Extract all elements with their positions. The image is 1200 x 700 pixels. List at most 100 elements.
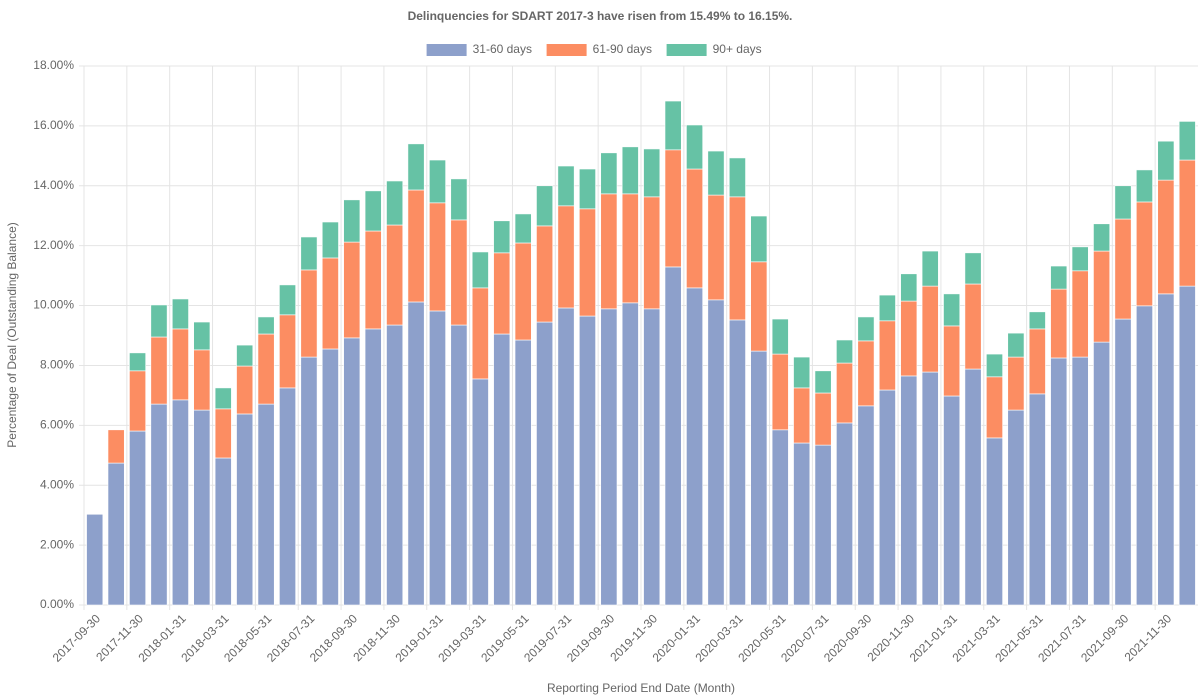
y-tick-label: 12.00% (33, 238, 74, 252)
bar-segment (664, 266, 682, 606)
bar-segment (107, 462, 125, 606)
bar-segment (450, 324, 468, 606)
bar-segment (1071, 246, 1089, 272)
bar-segment (129, 370, 146, 432)
bar-segment (1071, 356, 1089, 606)
bar-segment (1114, 185, 1132, 220)
bar-segment (321, 348, 339, 606)
bar-segment (986, 376, 1003, 439)
bar-segment (407, 301, 425, 606)
bar-segment (107, 429, 125, 464)
bar-segment (429, 159, 446, 204)
bar-segment (986, 353, 1003, 378)
bar-segment (814, 392, 832, 446)
bar-segment (1007, 409, 1025, 606)
bar-segment (1050, 288, 1068, 359)
bar-segment (557, 165, 575, 207)
bar-segment (986, 437, 1003, 606)
bar-segment (193, 321, 211, 351)
y-tick-label: 6.00% (40, 418, 74, 432)
bar-segment (1157, 140, 1175, 181)
bar-segment (514, 242, 532, 341)
bar-segment (150, 336, 168, 405)
bar-segment (1007, 332, 1025, 358)
bar-segment (686, 287, 703, 606)
bar-segment (814, 444, 832, 606)
bar-segment (557, 205, 575, 309)
bar-segment (878, 320, 896, 391)
bar-segment (793, 356, 811, 389)
bar-segment (643, 196, 661, 310)
bar-segment (236, 344, 254, 367)
bar-segment (300, 236, 318, 271)
bar-segment (150, 304, 168, 338)
bar-segment (943, 395, 961, 606)
bar-segment (664, 149, 682, 268)
bar-segment (321, 257, 339, 350)
bar-segment (1028, 328, 1046, 395)
bar-segment (900, 300, 918, 377)
legend-label[interactable]: 90+ days (713, 42, 762, 56)
bar-segment (750, 215, 768, 263)
bar-segment (493, 333, 511, 606)
y-tick-label: 8.00% (40, 358, 74, 372)
bar-segment (750, 350, 768, 606)
bar-segment (664, 100, 682, 151)
legend-label[interactable]: 61-90 days (593, 42, 652, 56)
bar-segment (450, 219, 468, 326)
bar-segment (836, 362, 853, 424)
bar-segment (407, 189, 425, 303)
bar-segment (321, 221, 339, 259)
bar-segment (171, 399, 189, 606)
bar-segment (1028, 311, 1046, 330)
bar-segment (621, 146, 639, 195)
bar-segment (1093, 250, 1111, 343)
bar-segment (1071, 270, 1089, 358)
bar-segment (964, 252, 982, 285)
bar-segment (193, 349, 211, 411)
bar-segment (364, 230, 382, 330)
bar-segment (728, 157, 746, 198)
bar-segment (964, 368, 982, 606)
bar-segment (921, 250, 939, 287)
bar-segment (364, 190, 382, 232)
bar-segment (600, 152, 618, 195)
bar-segment (814, 370, 832, 394)
bar-segment (857, 340, 875, 407)
bar-segment (236, 413, 254, 606)
bar-segment (836, 339, 853, 364)
bar-segment (1178, 121, 1196, 161)
bar-segment (728, 319, 746, 606)
legend-swatch[interactable] (546, 44, 587, 56)
bar-segment (878, 389, 896, 606)
legend-swatch[interactable] (666, 44, 707, 56)
bar-segment (643, 148, 661, 198)
y-tick-label: 16.00% (33, 118, 74, 132)
legend-swatch[interactable] (426, 44, 467, 56)
bar-segment (1178, 159, 1196, 287)
bar-segment (579, 208, 596, 317)
bar-segment (600, 193, 618, 310)
bar-segment (193, 409, 211, 606)
bar-segment (621, 302, 639, 606)
bar-segment (1050, 265, 1068, 290)
bar-segment (1050, 357, 1068, 606)
bar-segment (579, 315, 596, 606)
bar-segment (878, 294, 896, 322)
bar-segment (686, 168, 703, 289)
bar-segment (900, 273, 918, 302)
bar-segment (514, 213, 532, 244)
bar-segment (429, 202, 446, 312)
legend-label[interactable]: 31-60 days (473, 42, 532, 56)
bar-segment (1136, 169, 1153, 203)
bar-segment (1114, 318, 1132, 606)
bar-segment (964, 283, 982, 370)
bar-segment (771, 429, 789, 606)
bar-segment (536, 185, 554, 227)
y-tick-label: 0.00% (40, 597, 74, 611)
bar-segment (343, 199, 361, 243)
bar-segment (493, 252, 511, 335)
bar-segment (214, 457, 232, 606)
bar-segment (150, 403, 168, 606)
bar-segment (557, 307, 575, 606)
